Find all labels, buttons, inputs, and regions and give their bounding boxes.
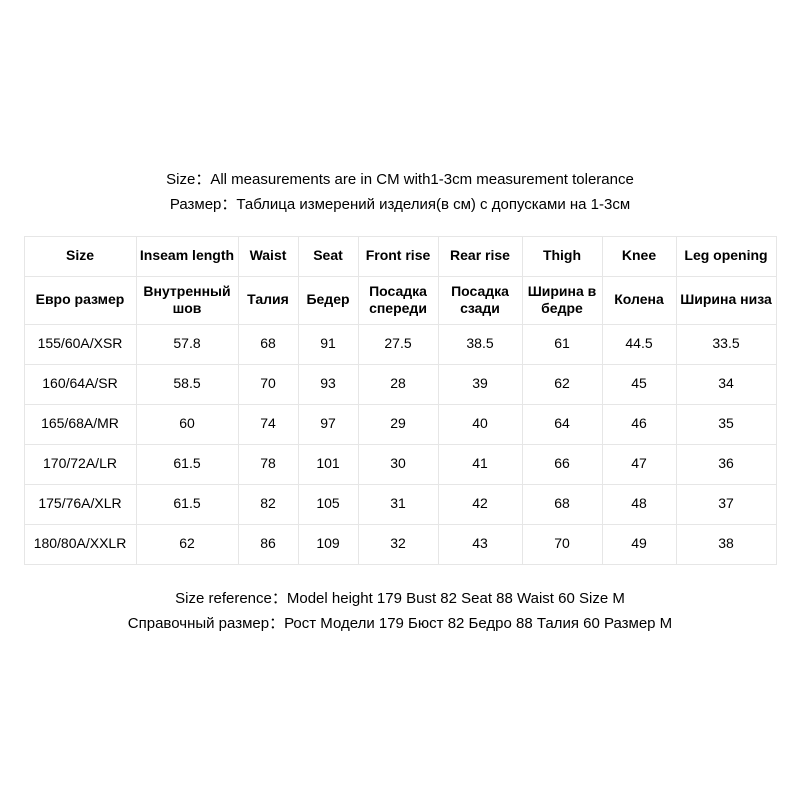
cell-front: 28 <box>358 364 438 404</box>
cell-knee: 48 <box>602 484 676 524</box>
col-thigh-en: Thigh <box>522 236 602 276</box>
table-row: 155/60A/XSR57.8689127.538.56144.533.5 <box>24 324 776 364</box>
cell-rear: 42 <box>438 484 522 524</box>
col-rear-ru: Посадка сзади <box>438 276 522 324</box>
cell-inseam: 58.5 <box>136 364 238 404</box>
caption-size-en: Size：All measurements are in CM with1-3c… <box>166 168 634 189</box>
col-size-ru: Евро размер <box>24 276 136 324</box>
cell-seat: 91 <box>298 324 358 364</box>
cell-waist: 74 <box>238 404 298 444</box>
caption-ref-en: Size reference：Model height 179 Bust 82 … <box>128 587 672 608</box>
table-row: 170/72A/LR61.5781013041664736 <box>24 444 776 484</box>
cell-seat: 109 <box>298 524 358 564</box>
cell-seat: 97 <box>298 404 358 444</box>
cell-waist: 70 <box>238 364 298 404</box>
cell-knee: 46 <box>602 404 676 444</box>
col-rear-en: Rear rise <box>438 236 522 276</box>
table-row: 175/76A/XLR61.5821053142684837 <box>24 484 776 524</box>
cell-seat: 101 <box>298 444 358 484</box>
cell-knee: 47 <box>602 444 676 484</box>
cell-waist: 68 <box>238 324 298 364</box>
cell-thigh: 61 <box>522 324 602 364</box>
cell-seat: 93 <box>298 364 358 404</box>
cell-inseam: 62 <box>136 524 238 564</box>
cell-size: 170/72A/LR <box>24 444 136 484</box>
table-row: 160/64A/SR58.570932839624534 <box>24 364 776 404</box>
col-knee-en: Knee <box>602 236 676 276</box>
caption-top-block: Size：All measurements are in CM with1-3c… <box>166 164 634 218</box>
col-inseam-ru: Внутренный шов <box>136 276 238 324</box>
cell-thigh: 68 <box>522 484 602 524</box>
table-row: 165/68A/MR6074972940644635 <box>24 404 776 444</box>
col-seat-ru: Бедер <box>298 276 358 324</box>
col-knee-ru: Колена <box>602 276 676 324</box>
cell-size: 160/64A/SR <box>24 364 136 404</box>
caption-ref-ru: Справочный размер：Рост Модели 179 Бюст 8… <box>128 612 672 633</box>
col-waist-ru: Талия <box>238 276 298 324</box>
col-front-ru: Посадка спереди <box>358 276 438 324</box>
cell-leg: 34 <box>676 364 776 404</box>
header-row-ru: Евро размер Внутренный шов Талия Бедер П… <box>24 276 776 324</box>
cell-inseam: 57.8 <box>136 324 238 364</box>
cell-rear: 39 <box>438 364 522 404</box>
cell-thigh: 66 <box>522 444 602 484</box>
cell-front: 27.5 <box>358 324 438 364</box>
cell-seat: 105 <box>298 484 358 524</box>
cell-size: 180/80A/XXLR <box>24 524 136 564</box>
col-waist-en: Waist <box>238 236 298 276</box>
cell-front: 32 <box>358 524 438 564</box>
cell-leg: 36 <box>676 444 776 484</box>
cell-waist: 78 <box>238 444 298 484</box>
cell-size: 165/68A/MR <box>24 404 136 444</box>
cell-size: 155/60A/XSR <box>24 324 136 364</box>
caption-size-ru: Размер：Таблица измерений изделия(в см) с… <box>166 193 634 214</box>
page-container: Size：All measurements are in CM with1-3c… <box>0 0 800 800</box>
caption-bottom-block: Size reference：Model height 179 Bust 82 … <box>128 583 672 637</box>
table-head: Size Inseam length Waist Seat Front rise… <box>24 236 776 324</box>
cell-inseam: 60 <box>136 404 238 444</box>
cell-thigh: 70 <box>522 524 602 564</box>
col-inseam-en: Inseam length <box>136 236 238 276</box>
cell-size: 175/76A/XLR <box>24 484 136 524</box>
size-table: Size Inseam length Waist Seat Front rise… <box>24 236 777 565</box>
cell-inseam: 61.5 <box>136 484 238 524</box>
cell-rear: 41 <box>438 444 522 484</box>
col-front-en: Front rise <box>358 236 438 276</box>
cell-knee: 44.5 <box>602 324 676 364</box>
cell-rear: 38.5 <box>438 324 522 364</box>
cell-leg: 35 <box>676 404 776 444</box>
cell-thigh: 62 <box>522 364 602 404</box>
table-body: 155/60A/XSR57.8689127.538.56144.533.5160… <box>24 324 776 564</box>
col-leg-en: Leg opening <box>676 236 776 276</box>
cell-knee: 45 <box>602 364 676 404</box>
cell-leg: 33.5 <box>676 324 776 364</box>
cell-front: 31 <box>358 484 438 524</box>
cell-waist: 82 <box>238 484 298 524</box>
cell-front: 30 <box>358 444 438 484</box>
cell-leg: 38 <box>676 524 776 564</box>
col-size-en: Size <box>24 236 136 276</box>
cell-thigh: 64 <box>522 404 602 444</box>
cell-inseam: 61.5 <box>136 444 238 484</box>
cell-waist: 86 <box>238 524 298 564</box>
cell-leg: 37 <box>676 484 776 524</box>
col-thigh-ru: Ширина в бедре <box>522 276 602 324</box>
cell-rear: 43 <box>438 524 522 564</box>
cell-knee: 49 <box>602 524 676 564</box>
header-row-en: Size Inseam length Waist Seat Front rise… <box>24 236 776 276</box>
col-seat-en: Seat <box>298 236 358 276</box>
table-row: 180/80A/XXLR62861093243704938 <box>24 524 776 564</box>
cell-front: 29 <box>358 404 438 444</box>
col-leg-ru: Ширина низа <box>676 276 776 324</box>
cell-rear: 40 <box>438 404 522 444</box>
